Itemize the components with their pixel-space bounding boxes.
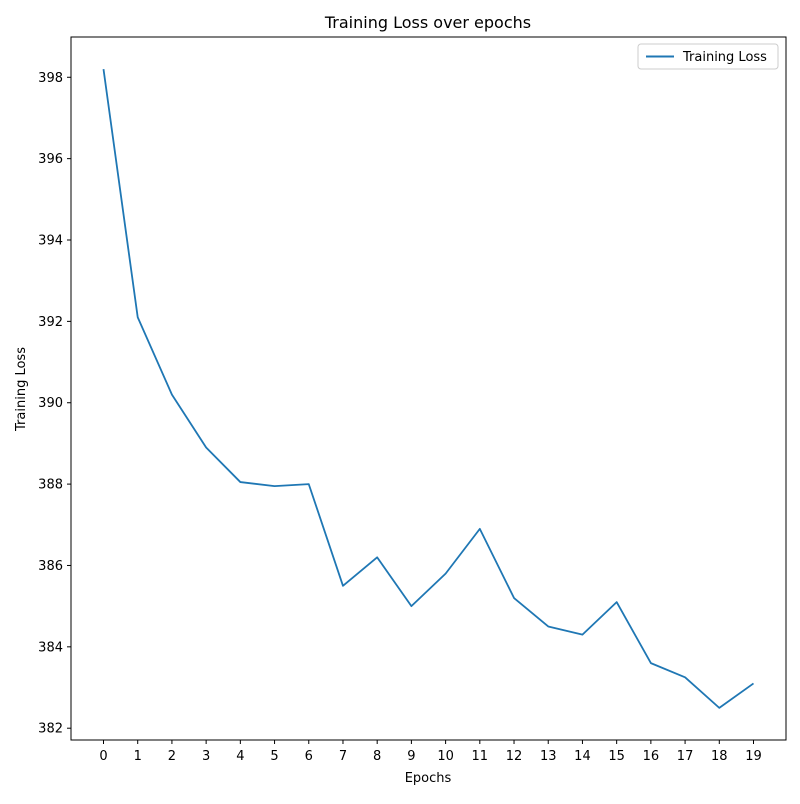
plot-frame <box>70 36 787 741</box>
y-axis: 382 384 386 388 390 392 394 396 398 <box>38 71 71 737</box>
legend-box <box>637 43 779 70</box>
y-tick-label: 382 <box>38 722 63 737</box>
data-point <box>616 601 618 603</box>
data-point <box>171 394 173 396</box>
data-point <box>137 316 139 318</box>
x-tick-label: 1 <box>134 749 142 764</box>
y-tick-label: 394 <box>38 234 63 249</box>
data-point <box>650 662 652 664</box>
data-point <box>274 485 276 487</box>
x-tick-label: 12 <box>506 749 523 764</box>
data-point <box>718 707 720 709</box>
series-layer <box>102 68 755 709</box>
x-tick-label: 18 <box>711 749 728 764</box>
data-point <box>479 528 481 530</box>
data-point <box>684 676 686 678</box>
data-point <box>342 585 344 587</box>
data-point <box>513 597 515 599</box>
x-tick-label: 11 <box>472 749 489 764</box>
data-point <box>308 483 310 485</box>
y-tick-label: 384 <box>38 640 63 655</box>
data-point <box>205 446 207 448</box>
x-tick-label: 9 <box>407 749 415 764</box>
legend-label: Training Loss <box>682 50 767 65</box>
x-tick-label: 4 <box>236 749 244 764</box>
data-point <box>547 625 549 627</box>
y-tick-label: 386 <box>38 559 63 574</box>
x-tick-label: 8 <box>373 749 381 764</box>
x-tick-label: 14 <box>574 749 591 764</box>
data-point <box>103 68 105 70</box>
y-tick-label: 392 <box>38 315 63 330</box>
data-point <box>753 682 755 684</box>
data-point <box>376 556 378 558</box>
data-point <box>410 605 412 607</box>
y-tick-label: 396 <box>38 152 63 167</box>
y-tick-label: 390 <box>38 396 63 411</box>
y-axis-label: Training Loss <box>14 347 29 432</box>
x-tick-label: 5 <box>270 749 278 764</box>
y-tick-label: 388 <box>38 478 63 493</box>
data-point <box>239 481 241 483</box>
x-tick-label: 2 <box>168 749 176 764</box>
x-tick-label: 7 <box>339 749 347 764</box>
data-point <box>445 573 447 575</box>
x-tick-label: 0 <box>99 749 107 764</box>
x-tick-label: 13 <box>540 749 557 764</box>
x-tick-label: 19 <box>745 749 762 764</box>
x-tick-label: 16 <box>643 749 660 764</box>
legend: Training Loss <box>637 43 779 70</box>
x-tick-label: 10 <box>437 749 454 764</box>
y-tick-label: 398 <box>38 71 63 86</box>
x-tick-label: 6 <box>305 749 313 764</box>
x-tick-label: 15 <box>608 749 625 764</box>
data-point <box>581 634 583 636</box>
x-tick-label: 3 <box>202 749 210 764</box>
x-axis-label: Epochs <box>405 771 452 786</box>
x-tick-label: 17 <box>677 749 694 764</box>
series-line-training-loss <box>102 69 755 709</box>
x-axis: 0 1 2 3 4 5 6 7 8 9 10 11 12 13 14 15 16 17 18 19 <box>99 740 762 764</box>
chart-title: Training Loss over epochs <box>324 13 531 32</box>
